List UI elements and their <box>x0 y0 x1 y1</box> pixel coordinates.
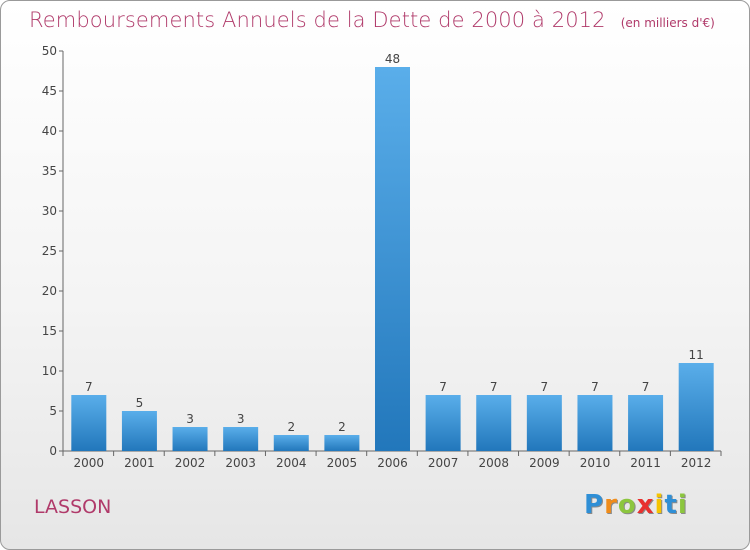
bar-value-label: 7 <box>85 380 93 394</box>
logo-letter: P <box>584 490 605 520</box>
x-tick-label: 2003 <box>225 456 256 470</box>
bar-value-label: 3 <box>237 412 245 426</box>
bar-value-label: 7 <box>591 380 599 394</box>
bar-value-label: 3 <box>186 412 194 426</box>
bar-value-label: 7 <box>439 380 447 394</box>
x-tick-label: 2008 <box>478 456 509 470</box>
bar <box>678 363 714 451</box>
chart-title: Remboursements Annuels de la Dette de 20… <box>29 8 606 32</box>
y-tick-label: 5 <box>49 404 57 418</box>
bar-value-label: 48 <box>385 52 400 66</box>
logo-letter: x <box>636 490 655 520</box>
bar <box>577 395 613 451</box>
bar <box>628 395 664 451</box>
bar-value-label: 7 <box>490 380 498 394</box>
x-tick-label: 2002 <box>175 456 206 470</box>
y-tick-label: 40 <box>42 124 57 138</box>
bar <box>324 435 360 451</box>
logo-letter: o <box>617 490 637 520</box>
x-tick-label: 2007 <box>428 456 459 470</box>
bar <box>172 427 208 451</box>
bar <box>375 67 410 451</box>
bar-value-label: 11 <box>689 348 704 362</box>
y-tick-label: 25 <box>42 244 57 258</box>
bar <box>526 395 562 451</box>
logo-letter: r <box>604 490 618 520</box>
proxiti-logo: Proxiti <box>584 490 688 520</box>
chart-title-block: Remboursements Annuels de la Dette de 20… <box>29 8 715 32</box>
bar <box>71 395 107 451</box>
logo-letter: i <box>677 490 688 520</box>
x-tick-label: 2006 <box>377 456 408 470</box>
commune-name: LASSON <box>34 496 112 518</box>
x-tick-label: 2000 <box>74 456 105 470</box>
x-tick-label: 2010 <box>580 456 611 470</box>
bar-value-label: 2 <box>338 420 346 434</box>
x-tick-label: 2011 <box>630 456 661 470</box>
y-tick-label: 0 <box>49 444 57 458</box>
bar <box>223 427 259 451</box>
logo-letter: i <box>654 490 665 520</box>
x-tick-label: 2004 <box>276 456 307 470</box>
bar <box>476 395 512 451</box>
y-tick-label: 35 <box>42 164 57 178</box>
y-tick-label: 50 <box>42 44 57 58</box>
bar <box>273 435 309 451</box>
bar-value-label: 7 <box>541 380 549 394</box>
logo-letter: t <box>664 490 678 520</box>
bar-value-label: 5 <box>136 396 144 410</box>
chart-unit: (en milliers d'€) <box>620 16 715 30</box>
y-tick-label: 20 <box>42 284 57 298</box>
x-tick-label: 2012 <box>681 456 712 470</box>
bar-value-label: 7 <box>642 380 650 394</box>
x-tick-label: 2009 <box>529 456 560 470</box>
x-tick-label: 2001 <box>124 456 155 470</box>
x-tick-label: 2005 <box>327 456 358 470</box>
y-tick-label: 30 <box>42 204 57 218</box>
y-tick-label: 15 <box>42 324 57 338</box>
bar <box>121 411 157 451</box>
y-tick-label: 10 <box>42 364 57 378</box>
y-tick-label: 45 <box>42 84 57 98</box>
bar <box>425 395 461 451</box>
bar-value-label: 2 <box>287 420 295 434</box>
